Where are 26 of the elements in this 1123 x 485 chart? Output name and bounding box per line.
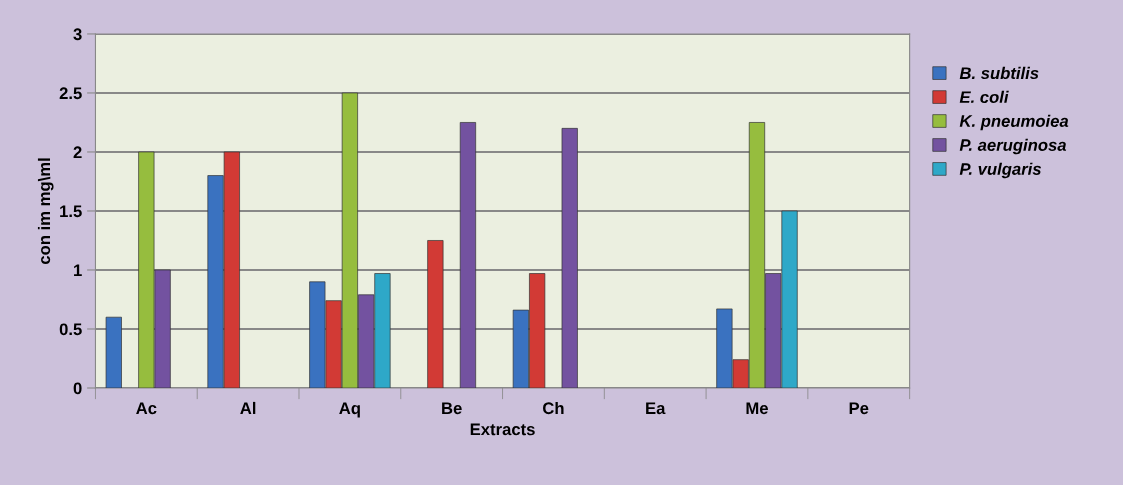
x-tick-label: Aq xyxy=(339,402,360,418)
legend-label: B. subtilis xyxy=(959,66,1039,80)
y-tick-label: 2.5 xyxy=(59,87,82,100)
legend-label: P. vulgaris xyxy=(959,162,1042,179)
x-tick-label: Pe xyxy=(849,402,869,415)
x-tick-label: Ch xyxy=(543,401,564,415)
y-axis-title: con im mg\ml xyxy=(37,158,54,265)
x-tick-label: Al xyxy=(240,401,256,414)
bar xyxy=(427,240,444,388)
y-tick-label: 2 xyxy=(73,146,82,159)
legend-label: K. pneumoiea xyxy=(959,114,1069,131)
x-tick-label: Ea xyxy=(646,402,666,415)
x-tick-label: Be xyxy=(442,402,462,415)
legend-label: E. coli xyxy=(959,90,1009,104)
y-tick-label: 0.5 xyxy=(59,323,82,336)
x-tick-label: Ac xyxy=(136,402,157,415)
y-tick-label: 1 xyxy=(74,264,82,277)
x-axis-title: Extracts xyxy=(470,423,535,436)
legend-label: P. aeruginosa xyxy=(959,138,1067,155)
bar xyxy=(105,316,122,388)
y-tick-label: 0 xyxy=(73,382,82,395)
y-tick-label: 3 xyxy=(73,28,82,41)
bar xyxy=(561,128,578,388)
bar xyxy=(459,122,477,388)
x-tick-label: Me xyxy=(746,402,768,415)
y-tick-label: 1.5 xyxy=(60,205,82,218)
